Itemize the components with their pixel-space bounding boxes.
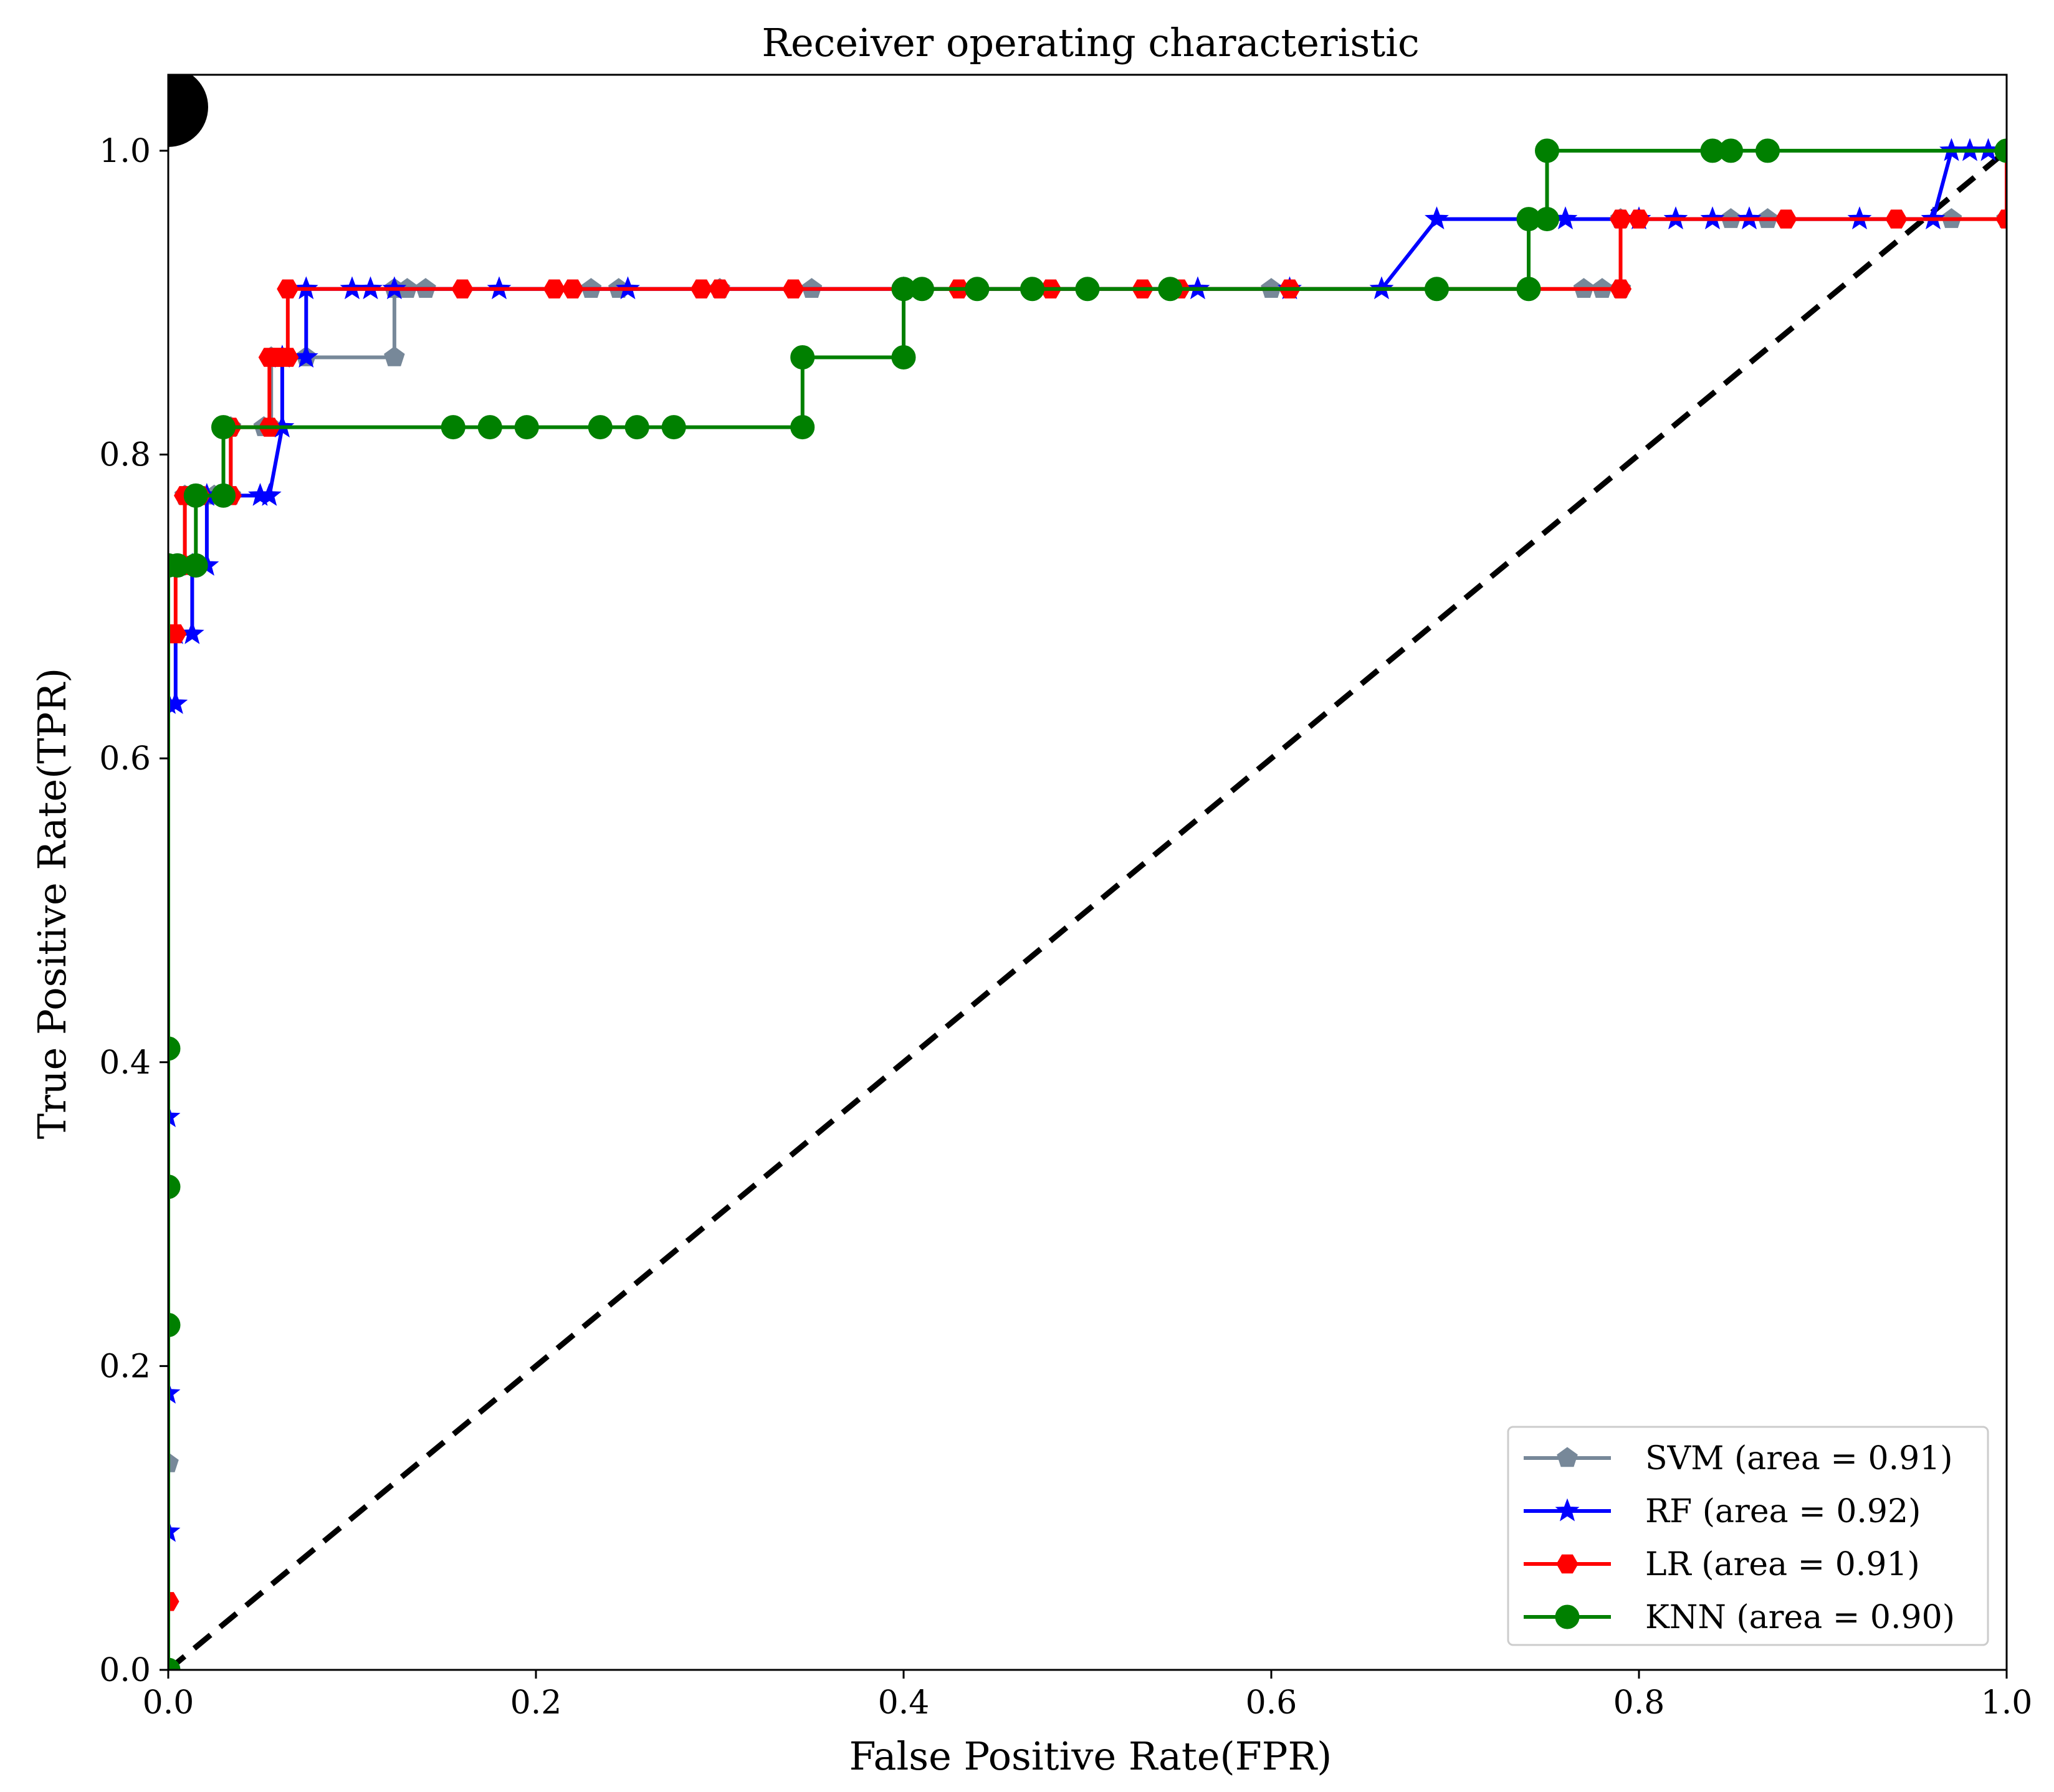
data-point-knn <box>168 1036 181 1061</box>
data-point-rf <box>257 482 282 506</box>
data-point-knn <box>477 415 502 440</box>
legend-label-knn: KNN (area = 0.90) <box>1645 1599 1955 1636</box>
data-point-knn <box>211 483 236 508</box>
data-point-knn <box>910 277 934 302</box>
data-point-lr <box>1628 209 1650 229</box>
x-axis-label: False Positive Rate(FPR) <box>849 1733 1332 1779</box>
data-point-knn <box>1516 277 1541 302</box>
legend-entry-knn: KNN (area = 0.90) <box>1524 1599 1955 1636</box>
data-point-knn <box>441 415 466 440</box>
data-point-lr <box>690 279 713 298</box>
y-axis-label: True Positive Rate(TPR) <box>29 668 75 1139</box>
chart-title: Receiver operating characteristic <box>762 20 1419 65</box>
data-point-knn <box>1755 138 1780 163</box>
plot-frame <box>167 74 2008 1671</box>
x-tick-label: 0.0 <box>143 1684 194 1722</box>
data-point-knn <box>965 277 990 302</box>
data-point-knn <box>1158 277 1183 302</box>
data-point-knn <box>1994 138 2007 163</box>
data-point-rf <box>1425 206 1449 230</box>
data-point-knn <box>1075 277 1100 302</box>
y-tick-label: 0.8 <box>99 437 151 474</box>
data-point-knn <box>1535 207 1559 232</box>
data-point-knn <box>624 415 649 440</box>
legend-marker-svm <box>1557 1447 1578 1467</box>
data-point-knn <box>588 415 613 440</box>
x-tick-label: 0.2 <box>510 1684 562 1722</box>
legend: SVM (area = 0.91) RF (area = 0.92) LR (are… <box>1507 1426 1989 1646</box>
x-tick-label: 1.0 <box>1981 1684 2033 1722</box>
data-point-lr <box>168 624 187 644</box>
y-tick-label: 0.2 <box>99 1348 151 1385</box>
data-point-knn <box>1425 277 1449 302</box>
data-point-knn <box>661 415 686 440</box>
data-point-rf <box>294 345 318 368</box>
data-point-lr <box>1775 209 1797 229</box>
legend-label-rf: RF (area = 0.92) <box>1645 1493 1921 1530</box>
data-point-knn <box>183 483 208 508</box>
y-tick-label: 1.0 <box>99 133 151 170</box>
data-series-group <box>168 75 2007 1670</box>
data-point-lr <box>1885 209 1908 229</box>
data-point-svm <box>384 346 405 366</box>
data-point-knn <box>514 415 539 440</box>
data-point-knn <box>1535 138 1559 163</box>
x-tick-label: 0.8 <box>1613 1684 1665 1722</box>
data-point-rf <box>168 1518 181 1542</box>
data-point-knn <box>1020 277 1044 302</box>
series-knn <box>168 138 2007 1670</box>
data-point-knn <box>1719 138 1743 163</box>
data-point-lr <box>561 279 584 298</box>
data-point-knn <box>168 1313 181 1338</box>
axes: 0.0 0.2 0.4 0.6 0.8 1.0 0.0 0.2 0.4 0.6 0.8 1.0 <box>99 74 2033 1722</box>
data-point-knn <box>790 415 815 440</box>
data-point-svm <box>168 1452 179 1472</box>
data-point-knn <box>183 553 208 578</box>
x-tick-label: 0.6 <box>1246 1684 1297 1722</box>
y-tick-label: 0.6 <box>99 740 151 778</box>
y-tick-label: 0.4 <box>99 1044 151 1082</box>
data-point-lr <box>782 279 805 298</box>
legend-entry-svm: SVM (area = 0.91) <box>1524 1440 1953 1477</box>
legend-marker-knn <box>1555 1604 1580 1629</box>
y-tick-label: 0.0 <box>99 1652 151 1689</box>
legend-label-svm: SVM (area = 0.91) <box>1645 1440 1953 1477</box>
plot-area <box>168 75 2007 1670</box>
data-point-lr <box>1609 209 1632 229</box>
data-point-lr <box>709 279 731 298</box>
data-point-knn <box>211 415 236 440</box>
data-point-rf <box>168 1104 181 1128</box>
legend-marker-lr <box>1556 1554 1579 1574</box>
corner-marker <box>168 75 208 147</box>
data-point-lr <box>1609 279 1632 298</box>
data-point-rf <box>168 690 188 714</box>
data-point-lr <box>277 279 299 298</box>
data-point-knn <box>168 1175 181 1199</box>
data-point-lr <box>1995 209 2007 229</box>
data-point-lr <box>543 279 566 298</box>
x-tick-label: 0.4 <box>878 1684 930 1722</box>
legend-entry-lr: LR (area = 0.91) <box>1524 1546 1920 1583</box>
legend-box <box>1507 1426 1989 1646</box>
legend-entry-rf: RF (area = 0.92) <box>1524 1493 1921 1530</box>
data-point-rf <box>168 1380 181 1404</box>
legend-marker-rf <box>1555 1498 1580 1522</box>
data-point-knn <box>790 345 815 369</box>
legend-label-lr: LR (area = 0.91) <box>1645 1546 1920 1583</box>
data-point-lr <box>277 348 299 367</box>
reference-diagonal-line <box>168 148 2007 1670</box>
data-point-lr <box>168 1592 179 1611</box>
data-point-knn <box>168 1657 181 1670</box>
data-point-knn <box>891 345 916 369</box>
data-point-lr <box>451 279 474 298</box>
